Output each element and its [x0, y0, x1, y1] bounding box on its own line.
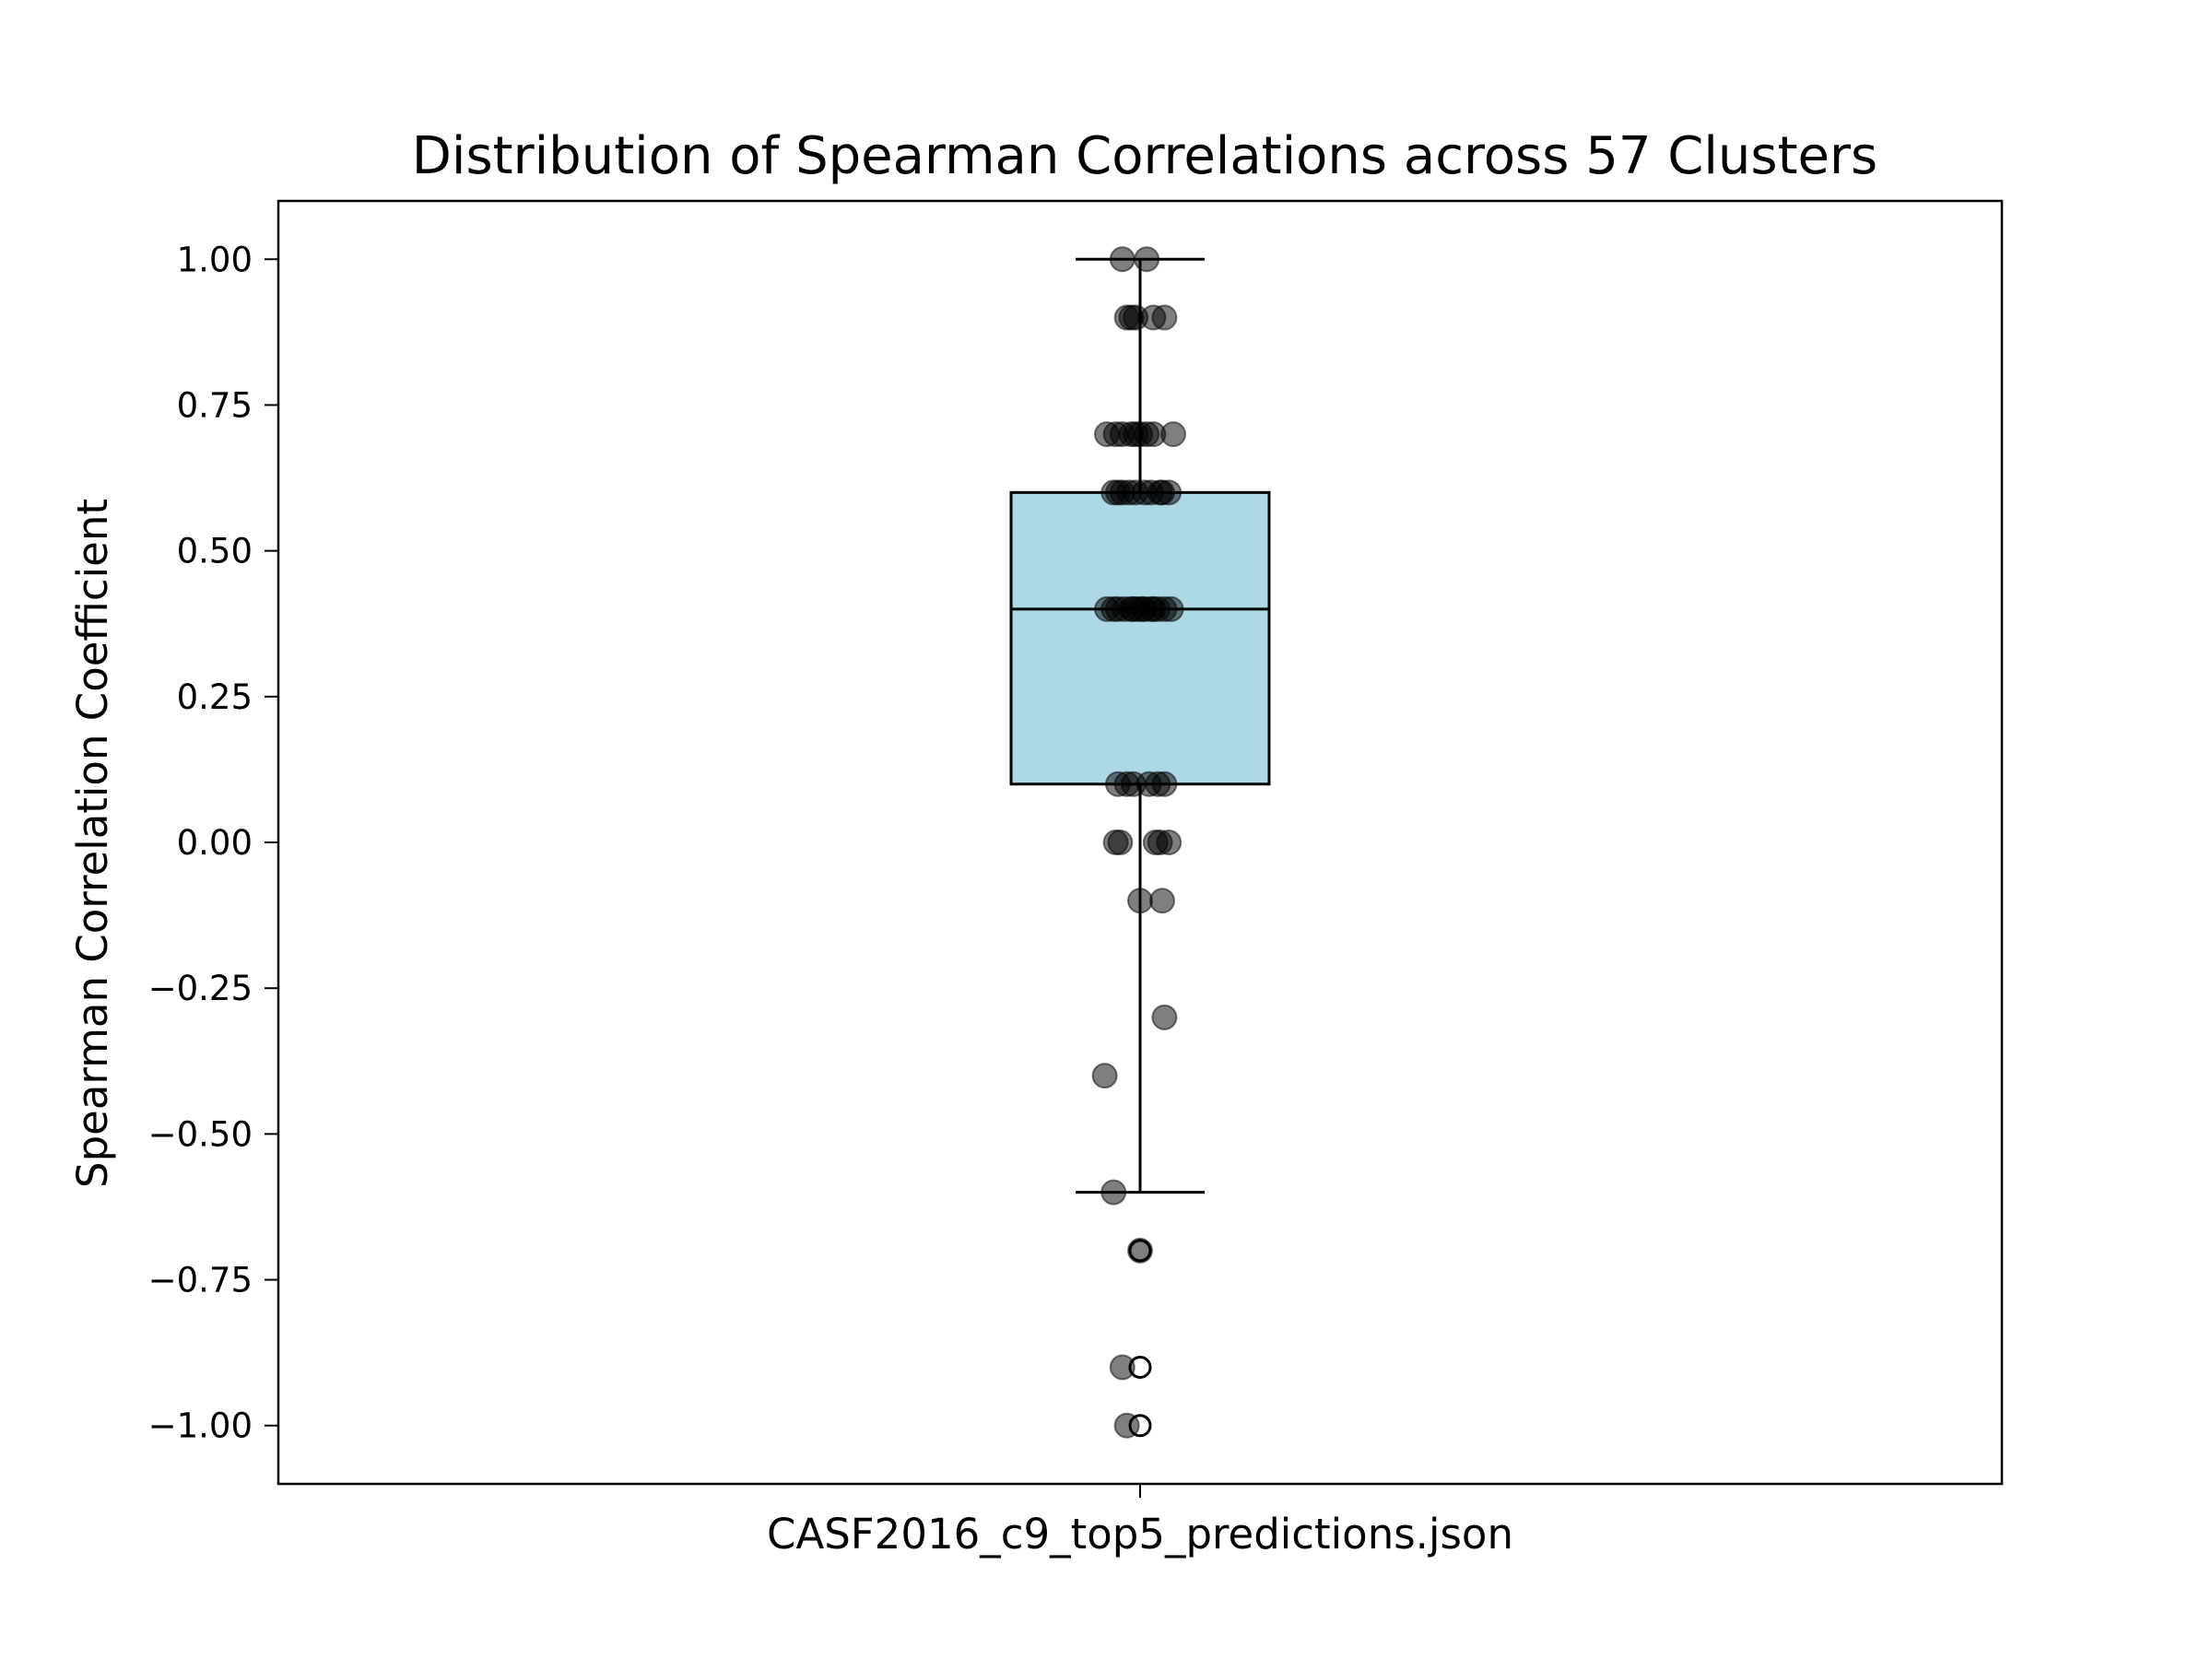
data-point: [1120, 595, 1147, 622]
box-iqr: [1009, 490, 1271, 786]
y-tick-label: −0.25: [148, 969, 253, 1008]
data-point: [1107, 830, 1134, 855]
y-axis-label: Spearman Correlation Coefficient: [68, 499, 117, 1188]
data-point: [1109, 1354, 1135, 1381]
data-point: [1134, 246, 1160, 273]
data-point: [1123, 421, 1149, 448]
plot-area: 1.00 0.75 0.50 0.25 0.00 −0.25 −0.50 −0.75 −1.00…: [148, 199, 2004, 1559]
data-point: [1100, 1179, 1127, 1206]
plot-frame: [276, 199, 2004, 1486]
data-point: [1156, 830, 1182, 855]
data-point: [1105, 479, 1131, 506]
data-point: [1149, 888, 1175, 914]
data-point: [1094, 595, 1120, 622]
y-tick-label: 1.00: [177, 240, 253, 279]
data-point: [1123, 304, 1149, 331]
data-point: [1127, 888, 1153, 914]
data-point: [1091, 1063, 1118, 1089]
data-point: [1113, 1412, 1140, 1439]
data-point: [1109, 246, 1135, 273]
data-point: [1151, 1004, 1178, 1030]
chart-title: Distribution of Spearman Correlations ac…: [412, 126, 1877, 186]
data-point: [1151, 304, 1178, 331]
y-tick-label: 0.00: [177, 823, 253, 863]
y-tick-label: −0.75: [148, 1261, 253, 1300]
y-tick-label: 0.25: [177, 677, 253, 717]
data-point: [1127, 1237, 1153, 1264]
x-tick-label: CASF2016_c9_top5_predictions.json: [767, 1510, 1513, 1559]
y-tick-label: 0.75: [177, 385, 253, 425]
y-tick-label: −0.50: [148, 1114, 253, 1154]
data-point: [1149, 479, 1175, 506]
y-tick-label: 0.50: [177, 532, 253, 571]
data-point: [1160, 421, 1186, 448]
data-point: [1151, 771, 1178, 797]
y-tick-label: −1.00: [148, 1406, 253, 1446]
